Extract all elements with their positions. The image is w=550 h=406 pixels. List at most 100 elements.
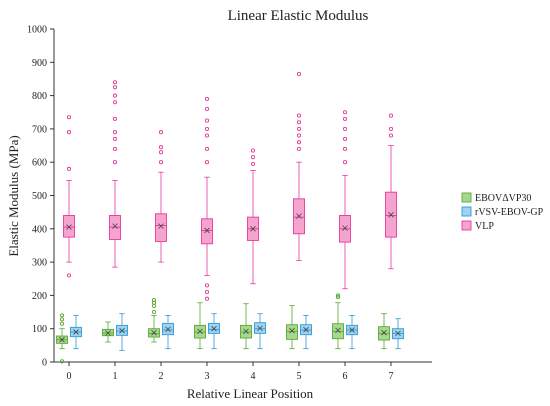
outlier-point: [342, 136, 348, 141]
mean-marker: [395, 330, 401, 337]
x-tick-label: 7: [389, 371, 394, 382]
outlier-point: [204, 106, 210, 111]
outlier-point: [204, 133, 210, 138]
outlier-point: [296, 113, 302, 118]
outlier-point: [388, 133, 394, 138]
y-tick-label: 700: [32, 124, 47, 135]
box-ebov-vp30-7: [378, 313, 390, 350]
mean-marker: [73, 329, 79, 335]
outlier-point: [204, 296, 210, 301]
box-vlp-4: [247, 148, 259, 285]
mean-marker: [296, 213, 302, 219]
mean-marker: [211, 325, 217, 332]
outlier-point: [59, 359, 65, 364]
x-tick-label: 5: [297, 371, 302, 382]
box-iqr: [155, 213, 167, 242]
outlier-point: [204, 146, 210, 151]
mean-marker: [250, 226, 256, 232]
y-tick-label: 800: [32, 91, 47, 102]
legend-label: VLP: [475, 221, 494, 232]
outlier-point: [335, 295, 341, 300]
y-tick-label: 100: [32, 324, 47, 335]
outlier-point: [158, 150, 164, 155]
outlier-point: [296, 140, 302, 145]
box-iqr: [201, 218, 213, 245]
outlier-point: [158, 145, 164, 150]
outlier-point: [204, 126, 210, 131]
box-vlp-7: [385, 113, 397, 270]
mean-marker: [257, 325, 263, 332]
mean-marker: [388, 212, 394, 218]
x-tick-label: 3: [205, 371, 210, 382]
box-vlp-3: [201, 96, 213, 301]
box-ebov-vp30-5: [286, 304, 298, 350]
outlier-point: [204, 118, 210, 123]
box-vlp-0: [63, 115, 75, 278]
y-tick-label: 0: [42, 358, 47, 369]
mean-marker: [112, 223, 118, 229]
outlier-point: [342, 160, 348, 165]
outlier-point: [296, 126, 302, 131]
legend-label: rVSV-EBOV-GP: [475, 207, 544, 218]
outlier-point: [112, 116, 118, 121]
x-tick-label: 0: [67, 371, 72, 382]
box-rvsv-ebov-gp-7: [392, 318, 404, 350]
outlier-point: [250, 148, 256, 153]
mean-marker: [158, 223, 164, 229]
box-vlp-2: [155, 130, 167, 263]
outlier-point: [112, 130, 118, 135]
outlier-point: [59, 317, 65, 322]
outlier-point: [342, 126, 348, 131]
outlier-point: [66, 273, 72, 278]
outlier-point: [335, 293, 341, 298]
outlier-point: [59, 321, 65, 326]
box-vlp-1: [109, 80, 121, 268]
y-tick-label: 900: [32, 58, 47, 69]
outlier-point: [388, 126, 394, 131]
outlier-point: [151, 300, 157, 305]
outlier-point: [204, 283, 210, 288]
outlier-point: [112, 80, 118, 85]
box-rvsv-ebov-gp-4: [254, 313, 266, 350]
outlier-point: [112, 85, 118, 90]
mean-marker: [165, 326, 171, 333]
box-rvsv-ebov-gp-3: [208, 313, 220, 350]
box-rvsv-ebov-gp-6: [346, 314, 358, 350]
outlier-point: [342, 110, 348, 115]
mean-marker: [105, 330, 111, 336]
outlier-point: [296, 133, 302, 138]
box-plots: [56, 71, 404, 364]
legend-swatch: [461, 192, 472, 203]
outlier-point: [296, 120, 302, 125]
box-rvsv-ebov-gp-2: [162, 314, 174, 350]
y-tick-label: 600: [32, 158, 47, 169]
box-ebov-vp30-2: [148, 298, 160, 343]
mean-marker: [335, 327, 341, 334]
outlier-point: [158, 130, 164, 135]
y-axis-label: Elastic Modulus (MPa): [6, 135, 21, 256]
outlier-point: [66, 130, 72, 135]
box-iqr: [286, 324, 298, 340]
outlier-point: [112, 100, 118, 105]
outlier-point: [112, 146, 118, 151]
legend-label: EBOVΔVP30: [475, 193, 531, 204]
outlier-point: [151, 309, 157, 315]
x-tick-label: 6: [343, 371, 348, 382]
outlier-point: [112, 93, 118, 98]
box-vlp-6: [339, 110, 351, 290]
box-ebov-vp30-3: [194, 302, 206, 350]
box-ebov-vp30-6: [332, 293, 344, 350]
outlier-point: [112, 136, 118, 141]
outlier-point: [250, 161, 256, 166]
box-ebov-vp30-4: [240, 303, 252, 350]
outlier-point: [158, 160, 164, 165]
chart-title: Linear Elastic Modulus: [228, 8, 369, 24]
legend-swatch: [461, 220, 472, 231]
outlier-point: [66, 166, 72, 171]
outlier-point: [388, 113, 394, 118]
box-rvsv-ebov-gp-5: [300, 314, 312, 350]
outlier-point: [204, 160, 210, 165]
y-tick-label: 500: [32, 191, 47, 202]
outlier-point: [204, 96, 210, 101]
